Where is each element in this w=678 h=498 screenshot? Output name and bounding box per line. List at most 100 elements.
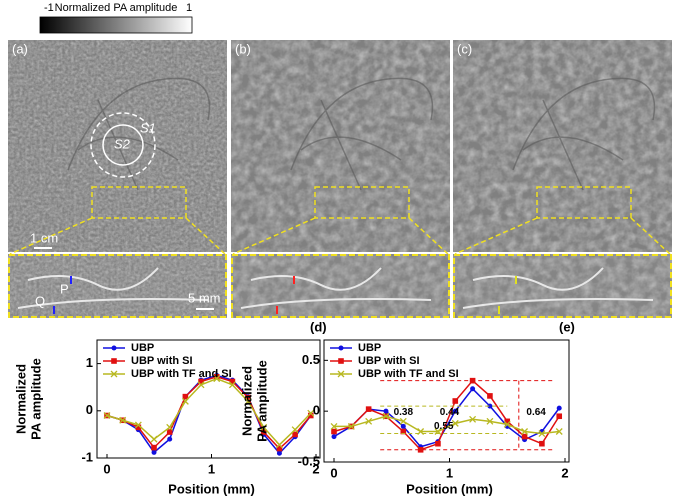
point [103, 412, 111, 419]
point [400, 423, 406, 429]
point [167, 436, 173, 442]
y-tick-label: -0.5 [298, 453, 320, 468]
label-q: Q [35, 293, 45, 308]
point [307, 409, 315, 417]
legend-marker [337, 370, 345, 378]
point [452, 398, 459, 404]
point [260, 423, 268, 431]
point [150, 435, 158, 443]
point [260, 429, 267, 435]
colorbar-max: 1 [186, 2, 192, 14]
panel-label: (c) [457, 41, 472, 56]
point [229, 378, 236, 385]
legend-marker [110, 370, 118, 378]
point [521, 428, 529, 435]
vessel-structure [512, 77, 656, 191]
point [213, 374, 220, 380]
vessel-structure [290, 77, 434, 191]
x-tick-label: 2 [561, 465, 568, 480]
point [486, 417, 494, 425]
image-texture [231, 40, 450, 252]
image-panels: (a) (b) (c) S1 S2 1 cm PQ 5 mm [8, 40, 672, 318]
plot-area [96, 339, 321, 459]
x-tick-label: 1 [208, 461, 215, 476]
point [365, 406, 372, 412]
legend-marker [111, 345, 117, 351]
x-axis-label: Position (mm) [406, 481, 493, 496]
zoom-guide [454, 217, 538, 255]
point [383, 408, 389, 414]
annotation: 0.44 [440, 407, 460, 418]
legend-label: UBP with TF and SI [358, 368, 459, 380]
y-tick-label: 1 [86, 355, 93, 370]
point [166, 423, 174, 431]
point [135, 424, 142, 431]
label-p: P [60, 281, 69, 296]
point [521, 433, 528, 440]
chart-title: (d) [310, 319, 327, 334]
point [292, 431, 298, 438]
zoom-box [91, 186, 187, 219]
point [399, 417, 407, 425]
panel-label: (b) [235, 41, 251, 56]
legend-marker [338, 345, 344, 351]
point [347, 422, 355, 430]
point [487, 403, 493, 409]
point [331, 434, 337, 440]
image-texture [8, 40, 227, 252]
circle-s1 [90, 112, 156, 178]
point [182, 393, 189, 400]
scale-main-label: 1 cm [30, 230, 58, 245]
point [330, 422, 338, 430]
point [197, 381, 205, 389]
zoom-guide [232, 217, 316, 255]
label-s2: S2 [114, 136, 131, 151]
x-tick-label: 1 [446, 465, 453, 480]
point [181, 397, 189, 405]
point [151, 449, 157, 455]
inset-texture [8, 254, 227, 318]
point [331, 428, 337, 435]
point [451, 419, 459, 427]
colorbar-min: -1 [44, 2, 54, 14]
point [213, 375, 221, 383]
zoom-guide [408, 217, 449, 255]
point [276, 450, 282, 456]
point [538, 430, 546, 437]
inset-texture [453, 254, 672, 318]
point [555, 428, 563, 435]
y-axis-label: Normalized [239, 366, 254, 436]
plot-area [323, 339, 570, 463]
annotation: 0.64 [526, 407, 546, 418]
annotation: 0.38 [394, 407, 414, 418]
point [307, 412, 314, 419]
colorbar [39, 16, 193, 34]
point [151, 444, 157, 451]
inset-texture [231, 254, 450, 318]
legend-label: UBP with SI [358, 355, 420, 367]
point [435, 440, 441, 447]
inset-vessel [17, 267, 209, 309]
point [556, 413, 563, 420]
scale-zoom-label: 5 mm [188, 290, 221, 305]
y-tick-label: -1 [81, 449, 93, 464]
legend-marker [111, 358, 117, 364]
annotation: 0.55 [434, 421, 454, 432]
y-axis-label: Normalized [13, 364, 28, 434]
point [365, 417, 373, 425]
y-tick-label: 0 [86, 402, 93, 417]
point [275, 441, 283, 449]
point [134, 421, 142, 429]
y-tick-label: 0.5 [302, 352, 320, 367]
point [119, 416, 127, 424]
point [244, 397, 252, 405]
point [228, 381, 236, 389]
y-axis-label: PA amplitude [254, 360, 269, 442]
zoom-guide [630, 217, 671, 255]
legend-label: UBP [131, 342, 154, 354]
point [417, 447, 424, 453]
point [291, 426, 299, 434]
